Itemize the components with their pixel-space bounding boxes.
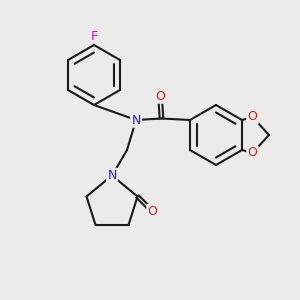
Text: O: O — [155, 89, 165, 103]
Text: O: O — [248, 110, 257, 124]
Text: F: F — [91, 29, 98, 43]
Text: N: N — [107, 169, 117, 182]
Text: N: N — [131, 113, 141, 127]
Text: O: O — [148, 205, 158, 218]
Text: O: O — [248, 146, 257, 160]
